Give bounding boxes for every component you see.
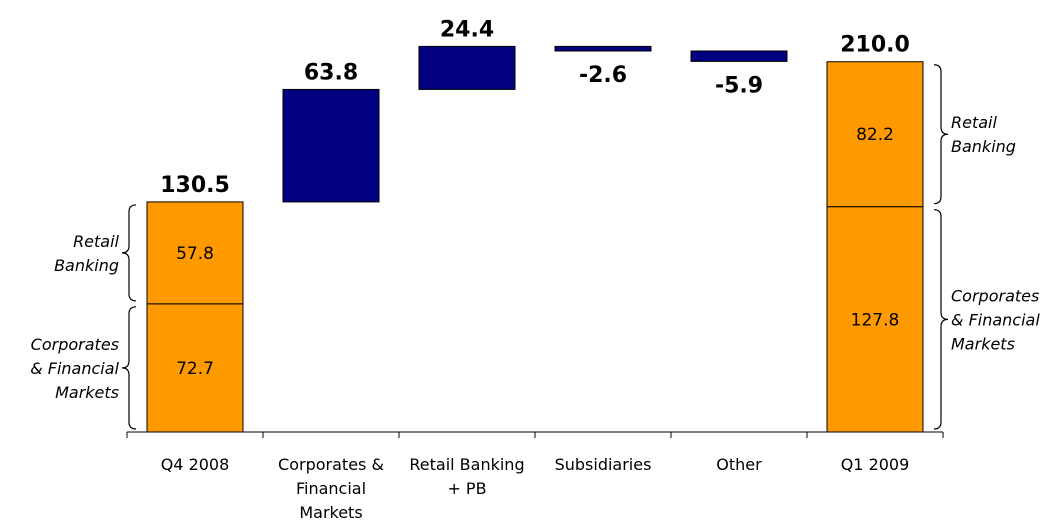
- side-label: & Financial: [30, 359, 119, 378]
- side-label: Banking: [951, 137, 1016, 156]
- bar-segment: [826, 61, 924, 208]
- side-label: & Financial: [951, 310, 1040, 329]
- segment-bracket: [121, 204, 137, 302]
- x-tick-label: Other: [716, 455, 762, 474]
- segment-bracket: [933, 64, 949, 205]
- delta-value-label: -2.6: [579, 63, 627, 88]
- x-tick-label: Subsidiaries: [555, 455, 652, 474]
- x-tick-label: Corporates &: [278, 455, 384, 474]
- segment-value-label: 82.2: [856, 125, 894, 145]
- side-label: Retail: [73, 232, 119, 251]
- side-label: Corporates: [951, 286, 1039, 305]
- delta-value-label: 63.8: [304, 60, 358, 85]
- segment-value-label: 72.7: [176, 359, 214, 379]
- segment-bracket: [933, 209, 949, 430]
- segment-value-label: 127.8: [851, 310, 900, 330]
- delta-value-label: 24.4: [440, 17, 494, 42]
- side-label: Retail: [951, 113, 997, 132]
- bar-segment: [146, 303, 244, 433]
- segment-value-label: 57.8: [176, 244, 214, 264]
- delta-value-label: -5.9: [715, 73, 763, 98]
- x-tick-label: Markets: [299, 503, 362, 522]
- bar-delta: [690, 50, 788, 62]
- x-tick-label: Q1 2009: [841, 455, 910, 474]
- x-tick-label: + PB: [447, 479, 486, 498]
- side-label: Banking: [54, 256, 119, 275]
- x-tick-label: Financial: [296, 479, 366, 498]
- side-label: Markets: [951, 334, 1015, 353]
- x-tick-label: Q4 2008: [161, 455, 230, 474]
- x-tick-label: Retail Banking: [409, 455, 524, 474]
- side-label: Markets: [55, 383, 119, 402]
- bar-delta: [554, 45, 652, 52]
- side-label: Corporates: [31, 335, 119, 354]
- total-value-label: 130.5: [160, 173, 230, 198]
- segment-bracket: [121, 306, 137, 430]
- bar-delta: [418, 45, 516, 90]
- total-value-label: 210.0: [840, 33, 910, 58]
- bar-segment: [146, 201, 244, 305]
- bar-delta: [282, 88, 380, 203]
